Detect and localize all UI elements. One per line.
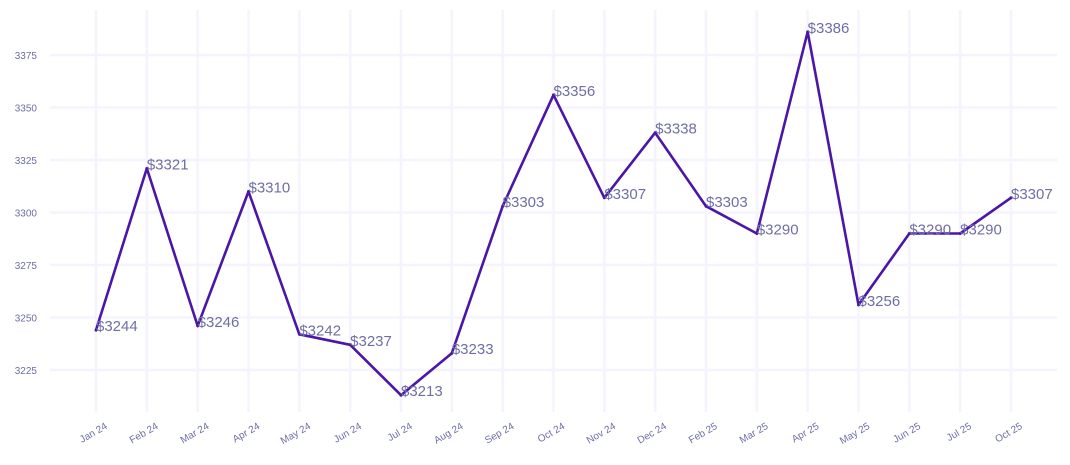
data-point <box>297 332 301 336</box>
data-label: $3290 <box>960 222 1002 239</box>
data-label: $3307 <box>1011 186 1053 203</box>
y-tick-label: 3300 <box>15 209 38 220</box>
x-tick-label: Oct 25 <box>993 421 1024 445</box>
x-tick-label: Jul 25 <box>945 421 974 444</box>
data-label: $3290 <box>757 222 799 239</box>
data-point <box>247 190 250 193</box>
data-point <box>755 232 759 235</box>
data-point <box>145 166 149 170</box>
data-label: $3256 <box>859 293 901 310</box>
data-label: $3338 <box>655 121 697 138</box>
data-point <box>450 351 454 355</box>
y-tick-label: 3375 <box>15 51 38 62</box>
data-label: $3244 <box>96 318 138 335</box>
x-tick-label: Feb 25 <box>687 421 720 446</box>
x-tick-label: Mar 24 <box>179 421 212 446</box>
data-point <box>1009 196 1013 200</box>
data-label: $3303 <box>706 194 748 211</box>
y-tick-label: 3250 <box>15 314 38 325</box>
data-label: $3233 <box>452 341 494 358</box>
x-tick-label: Jul 24 <box>386 421 415 444</box>
data-label: $3242 <box>299 322 341 339</box>
data-label: $3356 <box>554 83 596 100</box>
x-tick-label: Apr 25 <box>790 421 821 445</box>
x-tick-label: Jun 24 <box>332 421 364 446</box>
data-point <box>552 93 555 97</box>
data-point <box>806 30 810 34</box>
x-tick-label: Apr 24 <box>231 421 262 445</box>
data-point <box>958 232 962 235</box>
x-tick-label: Aug 24 <box>432 421 465 447</box>
data-label: $3246 <box>198 314 240 331</box>
data-label: $3307 <box>604 186 646 203</box>
x-tick-label: Nov 24 <box>585 421 618 447</box>
x-tick-label: May 25 <box>838 421 872 447</box>
x-tick-label: Feb 24 <box>128 421 161 446</box>
data-label: $3213 <box>401 383 443 400</box>
x-tick-label: Oct 24 <box>536 421 567 445</box>
data-point <box>399 393 403 397</box>
y-tick-label: 3275 <box>15 261 38 272</box>
data-point <box>94 328 98 332</box>
data-point <box>704 204 708 208</box>
x-tick-label: Jun 25 <box>891 421 923 446</box>
data-point <box>653 131 657 135</box>
x-tick-label: Dec 24 <box>636 421 669 447</box>
data-label: $3303 <box>503 194 545 211</box>
data-label: $3290 <box>909 222 951 239</box>
data-label: $3386 <box>808 20 850 37</box>
data-point <box>857 303 860 307</box>
data-point <box>348 343 352 347</box>
data-label: $3237 <box>350 333 392 350</box>
x-tick-label: Jan 24 <box>78 421 110 446</box>
x-tick-label: Sep 24 <box>483 421 516 447</box>
data-label: $3321 <box>147 156 189 173</box>
data-point <box>602 196 606 200</box>
y-tick-label: 3350 <box>15 104 38 115</box>
x-tick-label: Mar 25 <box>738 421 771 446</box>
y-tick-label: 3325 <box>15 156 38 167</box>
data-label: $3310 <box>249 180 291 197</box>
data-point <box>501 204 505 208</box>
x-tick-label: May 24 <box>279 421 313 447</box>
y-tick-label: 3225 <box>15 366 38 377</box>
data-point <box>196 324 200 328</box>
data-point <box>907 232 911 235</box>
